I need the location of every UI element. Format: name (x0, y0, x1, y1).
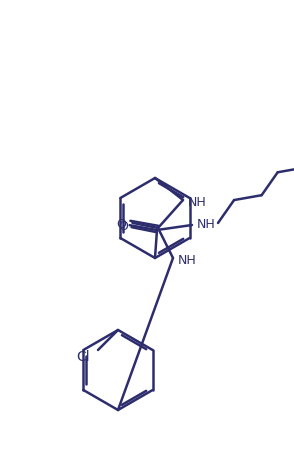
Text: NH: NH (197, 217, 216, 230)
Text: O: O (118, 220, 128, 233)
Text: Cl: Cl (76, 350, 90, 364)
Text: O: O (116, 217, 126, 230)
Text: NH: NH (178, 255, 196, 267)
Text: NH: NH (188, 195, 206, 208)
